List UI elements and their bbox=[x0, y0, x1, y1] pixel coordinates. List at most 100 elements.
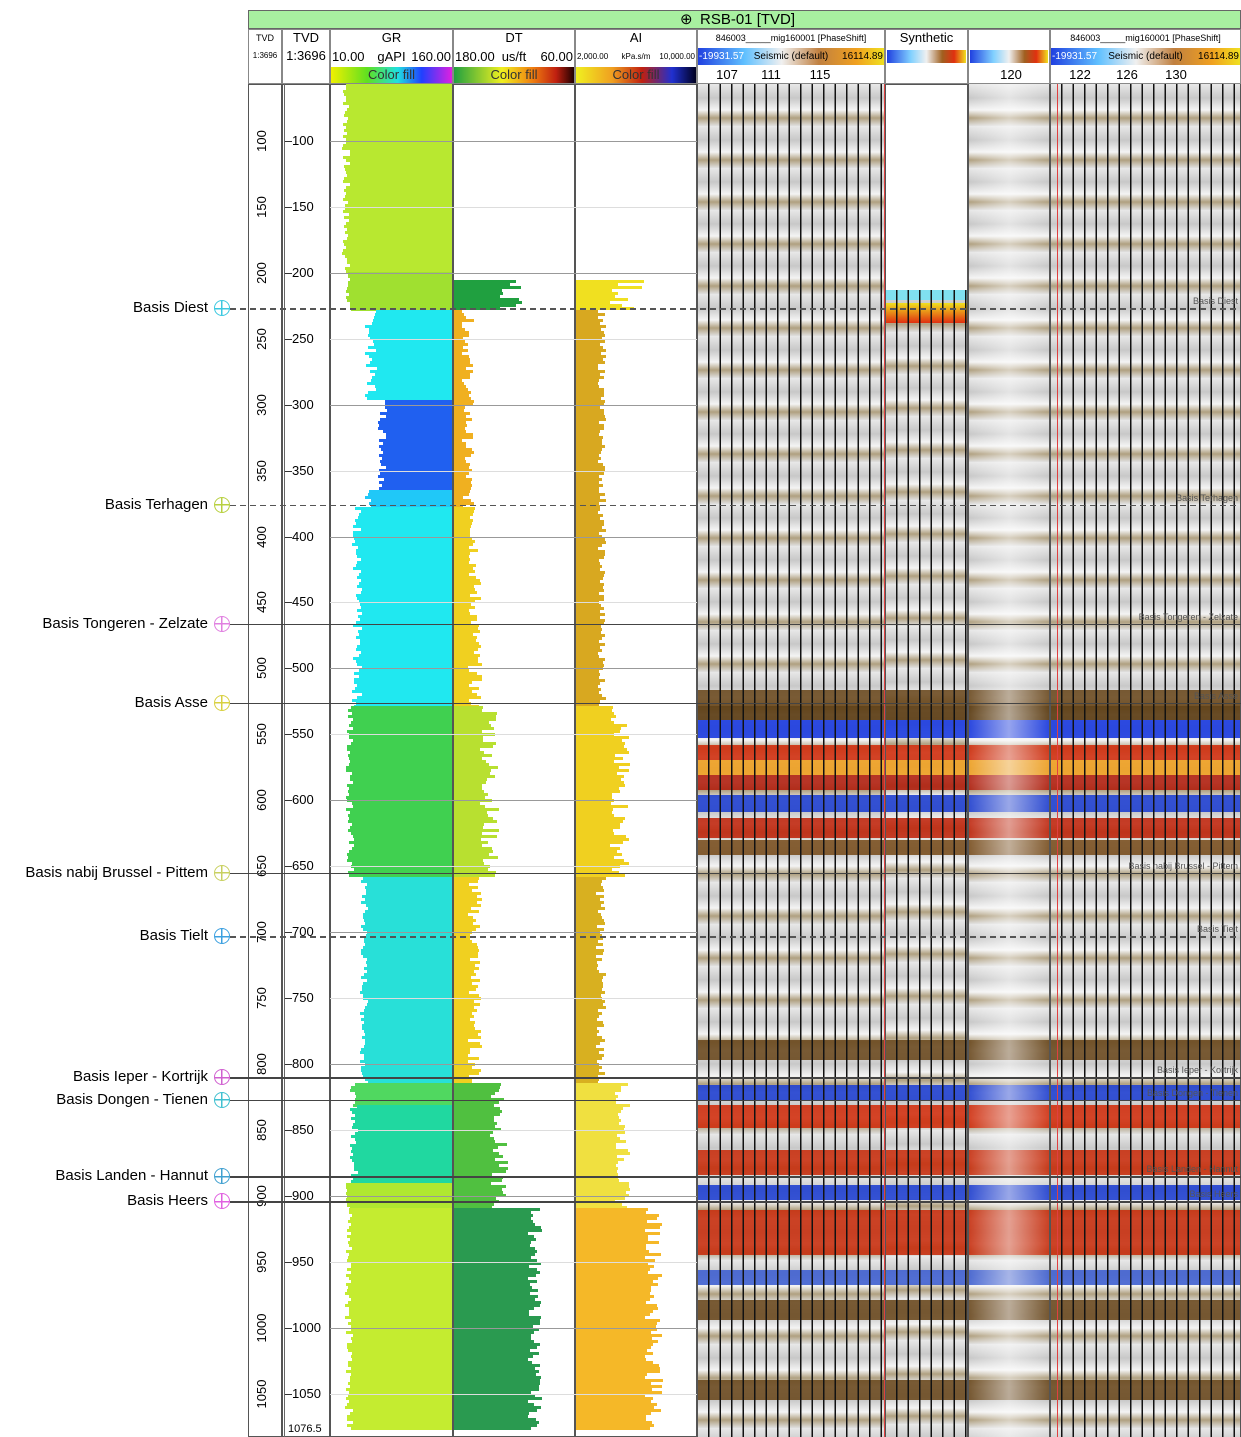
depth-tick bbox=[284, 602, 292, 603]
top-line bbox=[230, 1176, 1241, 1178]
depth-label-rotated: 400 bbox=[253, 522, 271, 552]
depth-tick bbox=[284, 339, 292, 340]
grid-line bbox=[330, 273, 697, 274]
column-name: TVD bbox=[248, 29, 282, 47]
range-max: 10,000.00 bbox=[575, 47, 695, 66]
top-line bbox=[230, 873, 1241, 875]
color-bar bbox=[970, 50, 1048, 63]
top-marker bbox=[214, 928, 230, 944]
grid-line bbox=[330, 207, 697, 208]
depth-label: 600 bbox=[292, 791, 314, 809]
title-icon: ⊕ bbox=[680, 11, 693, 28]
depth-label-rotated: 100 bbox=[253, 126, 271, 156]
depth-label-rotated: 250 bbox=[253, 324, 271, 354]
gr-fill bbox=[351, 1427, 452, 1430]
top-label-seismic: Basis Tongeren - Zelzate bbox=[1050, 612, 1238, 622]
depth-tick bbox=[284, 800, 292, 801]
range-max: 60.00 bbox=[453, 47, 573, 66]
grid-line bbox=[330, 932, 697, 933]
top-line bbox=[230, 1100, 1241, 1102]
traces bbox=[886, 290, 967, 1437]
grid-line bbox=[330, 866, 697, 867]
top-label: Basis nabij Brussel - Pittem bbox=[0, 863, 208, 883]
top-marker bbox=[214, 1193, 230, 1209]
trace-number: 111 bbox=[751, 66, 791, 84]
traces bbox=[1051, 84, 1240, 1437]
top-label-seismic: Basis Heers bbox=[1050, 1189, 1238, 1199]
depth-label: 400 bbox=[292, 528, 314, 546]
grid-line bbox=[330, 1328, 697, 1329]
column-name: TVD bbox=[282, 29, 330, 47]
top-label-seismic: Basis Ieper - Kortrijk bbox=[1050, 1065, 1238, 1075]
depth-label: 250 bbox=[292, 330, 314, 348]
grid-line bbox=[330, 668, 697, 669]
marker-line bbox=[1057, 84, 1058, 1437]
depth-label-rotated: 1050 bbox=[253, 1379, 271, 1409]
top-label-seismic: Basis Landen - Hannut bbox=[1050, 1164, 1238, 1174]
depth-label-rotated: 900 bbox=[253, 1181, 271, 1211]
depth-tick bbox=[284, 998, 292, 999]
depth-label: 550 bbox=[292, 725, 314, 743]
grid-line bbox=[330, 602, 697, 603]
depth-label-rotated: 700 bbox=[253, 917, 271, 947]
depth-tick bbox=[284, 537, 292, 538]
depth-label-rotated: 500 bbox=[253, 653, 271, 683]
top-marker bbox=[214, 1168, 230, 1184]
grid-line bbox=[330, 734, 697, 735]
fill-label: Color fill bbox=[575, 66, 697, 84]
top-label: Basis Ieper - Kortrijk bbox=[0, 1067, 208, 1087]
column-name: AI bbox=[575, 29, 697, 47]
column-scale: 1:3696 bbox=[248, 47, 282, 66]
top-label-seismic: Basis Terhagen bbox=[1050, 493, 1238, 503]
top-marker bbox=[214, 300, 230, 316]
top-marker bbox=[214, 497, 230, 513]
grid-line bbox=[330, 405, 697, 406]
depth-tick bbox=[284, 405, 292, 406]
range-max: 16114.89 bbox=[697, 47, 883, 66]
depth-label: 150 bbox=[292, 198, 314, 216]
depth-label: 700 bbox=[292, 923, 314, 941]
top-line bbox=[230, 1201, 1241, 1203]
grid-line bbox=[330, 471, 697, 472]
depth-label-rotated: 350 bbox=[253, 456, 271, 486]
column-name: 846003_____mig160001 [PhaseShift] bbox=[1050, 29, 1241, 47]
top-line bbox=[230, 624, 1241, 626]
depth-tick bbox=[284, 1328, 292, 1329]
top-label-seismic: Basis Dongen - Tienen bbox=[1050, 1088, 1238, 1098]
top-marker bbox=[214, 865, 230, 881]
grid-line bbox=[330, 537, 697, 538]
depth-label-rotated: 150 bbox=[253, 192, 271, 222]
grid-line bbox=[330, 1130, 697, 1131]
trace-number: 130 bbox=[1156, 66, 1196, 84]
trace-number: 115 bbox=[800, 66, 840, 84]
grid-line bbox=[330, 339, 697, 340]
depth-label: 850 bbox=[292, 1121, 314, 1139]
top-label: Basis Dongen - Tienen bbox=[0, 1090, 208, 1110]
top-line bbox=[230, 308, 1241, 310]
top-label: Basis Asse bbox=[0, 693, 208, 713]
depth-tick bbox=[284, 207, 292, 208]
depth-label: 300 bbox=[292, 396, 314, 414]
top-marker bbox=[214, 616, 230, 632]
top-label: Basis Tongeren - Zelzate bbox=[0, 614, 208, 634]
trace-number: 107 bbox=[707, 66, 747, 84]
depth-axis bbox=[284, 84, 285, 1437]
column-scale: 1:3696 bbox=[282, 47, 330, 66]
depth-label-rotated: 200 bbox=[253, 258, 271, 288]
range-max: 16114.89 bbox=[1050, 47, 1239, 66]
grid-line bbox=[330, 1064, 697, 1065]
top-label-seismic: Basis nabij Brussel - Pittem bbox=[1050, 861, 1238, 871]
depth-label-rotated: 600 bbox=[253, 785, 271, 815]
well-section: ⊕RSB-01 [TVD]TVD1:3696TVD1:3696GR10.00gA… bbox=[0, 0, 1241, 1437]
depth-label-rotated: 850 bbox=[253, 1115, 271, 1145]
depth-label-rotated: 750 bbox=[253, 983, 271, 1013]
depth-tick bbox=[284, 932, 292, 933]
depth-label: 800 bbox=[292, 1055, 314, 1073]
top-marker bbox=[214, 695, 230, 711]
grid-line bbox=[330, 1394, 697, 1395]
column-name: GR bbox=[330, 29, 453, 47]
marker-line bbox=[884, 84, 885, 1437]
depth-tick bbox=[284, 1394, 292, 1395]
top-label-seismic: Basis Tielt bbox=[1050, 924, 1238, 934]
grid-line bbox=[330, 1196, 697, 1197]
